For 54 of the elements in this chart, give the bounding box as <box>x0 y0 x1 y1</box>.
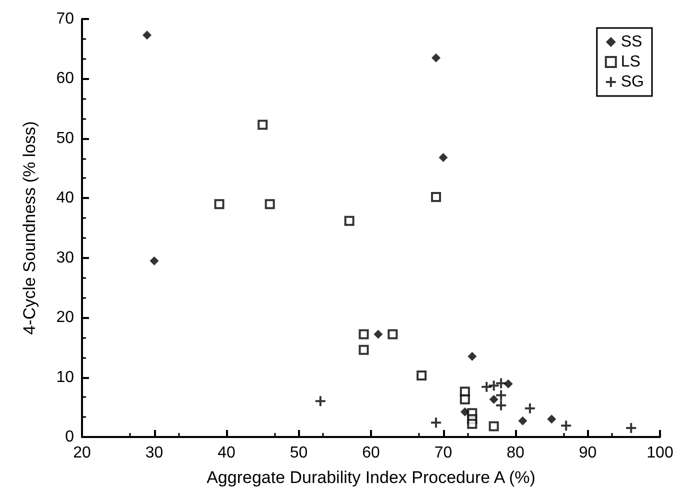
y-tick-label: 50 <box>56 130 74 147</box>
x-tick-label: 90 <box>578 444 597 462</box>
point <box>460 394 470 404</box>
point <box>496 390 506 400</box>
legend-label: LS <box>620 54 640 70</box>
x-tick-label: 40 <box>218 444 236 462</box>
y-tick-label: 60 <box>56 70 74 88</box>
point <box>488 421 499 432</box>
y-tick-label: 20 <box>56 309 74 326</box>
point <box>214 199 224 210</box>
x-tick-label: 70 <box>434 444 452 462</box>
point <box>496 378 506 388</box>
point <box>547 414 556 424</box>
point <box>374 330 383 339</box>
point <box>489 394 498 404</box>
x-tick-label: 30 <box>145 444 164 462</box>
x-tick-label: 20 <box>73 444 91 462</box>
point <box>468 352 477 361</box>
point <box>344 216 354 226</box>
point <box>142 30 152 40</box>
point <box>358 329 369 340</box>
point <box>431 192 442 202</box>
point <box>488 380 499 391</box>
y-axis-title: 4-Cycle Soundness (% loss) <box>20 121 39 335</box>
y-tick-label: 30 <box>56 249 74 266</box>
point <box>150 256 159 266</box>
point <box>482 382 492 392</box>
point <box>264 199 275 210</box>
point <box>388 329 398 340</box>
y-tick-label: 70 <box>56 10 74 28</box>
point <box>467 418 478 429</box>
point <box>431 418 442 428</box>
y-tick-label: 10 <box>56 368 74 386</box>
point <box>358 344 369 355</box>
point <box>504 379 513 388</box>
point <box>432 53 441 62</box>
legend-label: SG <box>620 74 644 90</box>
x-tick-label: 50 <box>290 444 308 462</box>
x-tick-label: 60 <box>362 444 380 462</box>
point <box>315 396 326 406</box>
x-axis-title: Aggregate Durability Index Procedure A (%) <box>206 468 536 487</box>
point <box>518 416 528 426</box>
legend-label: SS <box>620 34 642 50</box>
x-tick-label: 80 <box>506 444 524 462</box>
y-tick-label: 0 <box>65 428 74 446</box>
y-tick-label: 40 <box>56 190 74 207</box>
x-tick-label: 100 <box>646 444 674 462</box>
point <box>416 370 427 380</box>
point <box>524 403 535 414</box>
point <box>561 420 572 431</box>
point <box>258 120 268 130</box>
point <box>438 153 448 162</box>
point <box>626 423 636 434</box>
point <box>496 400 506 410</box>
